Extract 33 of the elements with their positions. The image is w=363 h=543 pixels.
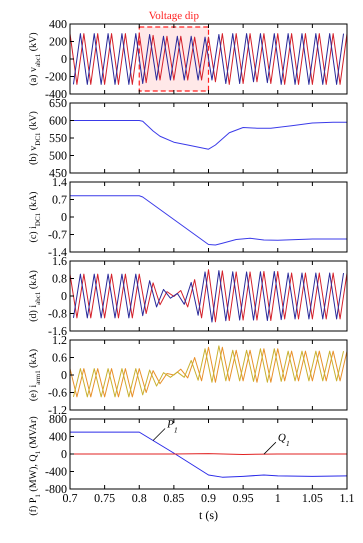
y-tick-label: 0 — [61, 447, 67, 461]
series-label: Q$_{1}$ — [278, 432, 290, 448]
y-tick-label: 400 — [49, 17, 67, 31]
y-tick-label: -0.6 — [48, 386, 67, 400]
y-tick-label: 400 — [49, 430, 67, 444]
y-tick-label: 0 — [61, 210, 67, 224]
y-tick-label: 0.7 — [52, 192, 67, 206]
x-tick-label: 0.85 — [163, 491, 184, 505]
y-tick-label: 0.8 — [52, 272, 67, 286]
x-tick-label: 0.75 — [94, 491, 116, 505]
line-series — [70, 195, 348, 246]
x-tick-label: 0.9 — [201, 491, 216, 505]
y-tick-label: 0 — [61, 52, 67, 66]
band-label: Voltage dip — [148, 10, 200, 22]
x-tick-label: 0.95 — [232, 491, 254, 505]
line-series — [70, 432, 348, 478]
y-tick-label: -400 — [45, 464, 67, 478]
y-tick-label: 600 — [49, 114, 67, 128]
y-tick-label: 0.6 — [52, 350, 67, 364]
y-tick-label: -200 — [45, 70, 67, 84]
x-axis-title: t (s) — [199, 508, 218, 522]
series-label: P$_{1}$ — [166, 418, 178, 434]
x-tick-label: 1 — [274, 491, 281, 505]
y-tick-label: -0.7 — [48, 228, 67, 242]
y-tick-label: 500 — [49, 148, 67, 162]
y-tick-label: 0 — [61, 368, 67, 382]
y-tick-label: -0.8 — [48, 306, 67, 320]
y-tick-label: 0 — [61, 289, 67, 303]
x-tick-label: 0.8 — [132, 491, 147, 505]
y-tick-label: 550 — [49, 131, 67, 145]
x-tick-label: 1.1 — [340, 491, 354, 505]
x-tick-label: 1.05 — [302, 491, 323, 505]
y-tick-label: 200 — [49, 34, 67, 48]
